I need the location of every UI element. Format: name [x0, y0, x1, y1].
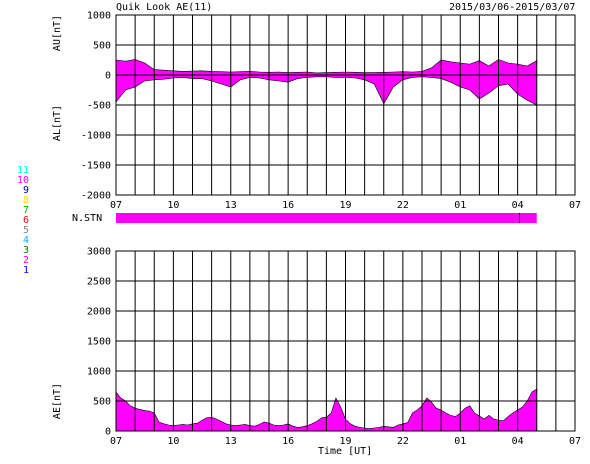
auAl-x-tick-label: 10: [167, 200, 179, 211]
auAl-x-tick-label: 22: [397, 200, 409, 211]
auAl-y-tick-label: 0: [105, 71, 111, 82]
ae-area: [115, 388, 538, 432]
ae-x-tick-label: 19: [339, 436, 351, 447]
ae-x-tick-label: 13: [225, 436, 237, 447]
ae-x-tick-label: 01: [454, 436, 466, 447]
ae-x-tick-label: 07: [569, 436, 581, 447]
station-number-10: 10: [17, 175, 30, 186]
ae-x-tick-label: 07: [110, 436, 122, 447]
nstn-bar: [116, 213, 537, 223]
auAl-x-tick-label: 04: [512, 200, 524, 211]
station-number-2: 2: [23, 255, 30, 266]
auAl-y-tick-label: 500: [93, 41, 111, 52]
ae-axis-label: AE[nT]: [52, 383, 63, 419]
station-number-11: 11: [17, 165, 30, 176]
station-number-5: 5: [23, 225, 30, 236]
auAl-x-tick-label: 13: [225, 200, 237, 211]
ae-x-tick-label: 22: [397, 436, 409, 447]
station-number-7: 7: [23, 205, 30, 216]
chart-title: Quik Look AE(11): [116, 2, 213, 13]
station-number-9: 9: [23, 185, 30, 196]
ae-y-tick-label: 0: [105, 427, 111, 438]
station-number-8: 8: [23, 195, 30, 206]
auAl-x-tick-label: 07: [110, 200, 122, 211]
auAl-y-tick-label: -1000: [81, 131, 111, 142]
date-range: 2015/03/06-2015/03/07: [449, 2, 576, 13]
au-axis-label: AU[nT]: [52, 15, 63, 51]
station-number-3: 3: [23, 245, 30, 256]
auAl-x-tick-label: 01: [454, 200, 466, 211]
ae-frame: [115, 250, 576, 432]
ae-y-tick-label: 1500: [87, 337, 111, 348]
auAl-y-tick-label: -2000: [81, 191, 111, 202]
ae-y-tick-label: 2000: [87, 307, 111, 318]
x-axis-title: Time [UT]: [318, 446, 373, 457]
al-axis-label: AL[nT]: [52, 105, 63, 141]
ae-y-tick-label: 3000: [87, 247, 111, 258]
ae-y-tick-label: 1000: [87, 367, 111, 378]
station-number-4: 4: [23, 235, 30, 246]
station-number-1: 1: [23, 265, 30, 276]
auAl-frame: [115, 14, 576, 196]
nstn-label: N.STN: [72, 213, 103, 224]
ae-x-tick-label: 04: [512, 436, 524, 447]
auAl-x-tick-label: 19: [339, 200, 351, 211]
auAl-y-tick-label: 1000: [87, 11, 111, 22]
ae-x-tick-label: 16: [282, 436, 294, 447]
auAl-x-tick-label: 16: [282, 200, 294, 211]
ae-x-tick-label: 10: [167, 436, 179, 447]
auAl-y-tick-label: -1500: [81, 161, 111, 172]
auAl-x-tick-label: 07: [569, 200, 581, 211]
auAl-y-tick-label: -500: [87, 101, 111, 112]
station-number-6: 6: [23, 215, 30, 226]
ae-y-tick-label: 500: [93, 397, 111, 408]
ae-y-tick-label: 2500: [87, 277, 111, 288]
